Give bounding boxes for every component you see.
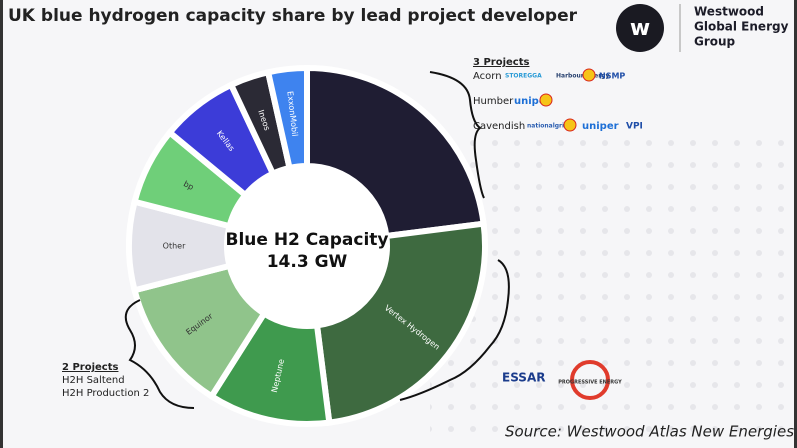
annotation-item: Cavendish [473,121,525,132]
segment-label: bp [182,179,195,192]
annotation-heading: 3 Projects [473,57,529,68]
edge [0,0,3,448]
brand-text: Westwood [694,5,764,19]
brace [124,299,195,409]
center-label: Blue H2 Capacity [225,230,388,250]
brace [429,71,485,199]
annotation-item: H2H Production 2 [62,388,149,399]
logo: uniper [514,96,551,107]
logo: VPI [626,122,643,132]
logo-shell [582,68,596,82]
center-label: 14.3 GW [267,252,348,272]
brand-mark: w [630,16,650,41]
logo-ring [570,360,610,400]
background-dots [430,130,797,448]
chart-title: UK blue hydrogen capacity share by lead … [8,6,578,26]
logo: nationalgrid [527,123,568,130]
annotation-item: Humber [473,96,514,107]
donut-hole [229,168,385,324]
annotation-item: H2H Saltend [62,375,125,386]
brace [399,259,510,401]
logo: PROGRESSIVE ENERGY [558,380,622,386]
logo: STOREGGA [505,73,542,80]
brand: w Westwood Global Energy Group [616,4,789,52]
annotation-heading: 2 Projects [62,362,118,373]
logo: ESSAR [502,371,545,385]
donut: Vertex HydrogenNeptuneEquinorOtherbpKell… [126,64,488,427]
source: Source: Westwood Atlas New Energies [505,423,794,441]
logo-shell [539,93,553,107]
donut-segment [313,220,488,426]
edge [794,0,797,448]
donut-segment [264,64,310,172]
segment-label: Other [163,242,186,251]
brand-text: Global Energy [694,20,789,34]
logo: NSMP [599,72,625,81]
annotation-item: Acorn [473,71,502,82]
brand-text: Group [694,35,736,49]
brand-logo [616,4,664,52]
donut-segment [304,64,487,240]
logo: uniper [582,121,619,132]
logo-shell [563,118,577,132]
